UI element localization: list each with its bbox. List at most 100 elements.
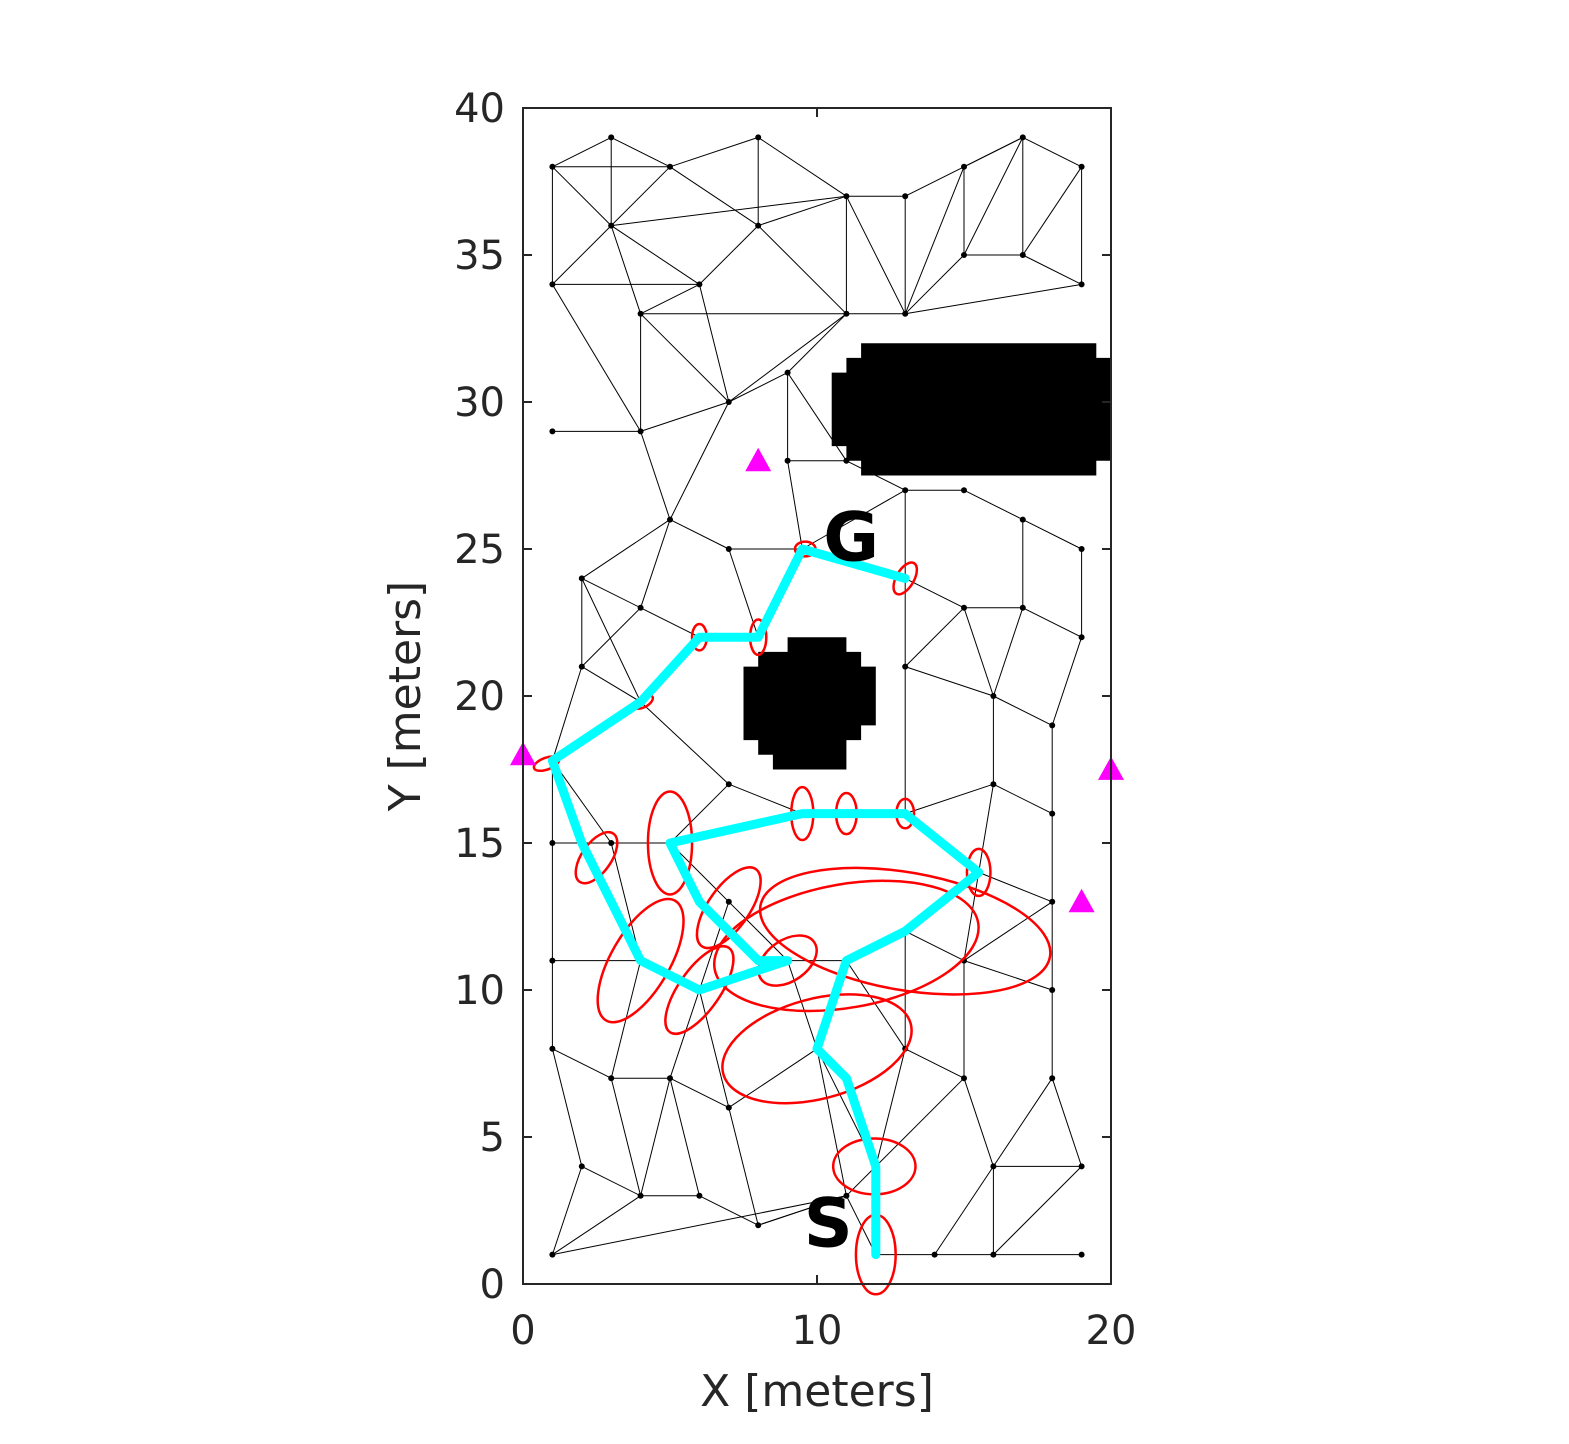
roadmap-edge — [640, 313, 730, 403]
roadmap-edge — [845, 960, 906, 1050]
roadmap-edge — [699, 225, 759, 285]
roadmap-edge — [728, 372, 788, 403]
roadmap-node — [1078, 163, 1085, 170]
roadmap-edge — [551, 1166, 583, 1255]
roadmap-node — [725, 399, 732, 405]
roadmap-edge — [963, 901, 1053, 962]
roadmap-node — [1019, 134, 1026, 141]
roadmap-edge — [669, 1078, 700, 1196]
roadmap-node — [725, 781, 732, 788]
roadmap-node — [843, 310, 850, 317]
roadmap-edge — [552, 225, 612, 285]
roadmap-edge — [802, 489, 906, 550]
roadmap-node — [990, 693, 997, 699]
roadmap-edges-layer — [551, 136, 1083, 1256]
roadmap-edge — [728, 1048, 818, 1109]
roadmap-edge — [640, 401, 729, 432]
roadmap-edge — [963, 136, 1024, 168]
roadmap-node — [608, 840, 615, 846]
roadmap-node — [961, 487, 967, 494]
roadmap-edge — [993, 783, 1053, 815]
covariance-ellipse — [757, 934, 818, 987]
roadmap-node — [843, 1192, 850, 1199]
roadmap-edge — [640, 519, 671, 608]
roadmap-node — [1019, 604, 1026, 611]
roadmap-node — [961, 163, 967, 170]
roadmap-edge — [728, 313, 847, 403]
roadmap-edge — [640, 701, 730, 785]
round-obstacle — [743, 637, 876, 770]
roadmap-edge — [581, 666, 641, 703]
covariance-ellipse — [695, 866, 762, 950]
planned-path — [547, 544, 984, 1260]
roadmap-node — [902, 663, 909, 670]
ticks-layer: 0 10 20 0 5 10 15 20 25 30 35 40 — [454, 86, 1136, 1354]
roadmap-node — [549, 957, 556, 964]
roadmap-node — [990, 781, 997, 788]
roadmap-edge — [610, 225, 700, 285]
roadmap-edge — [640, 431, 671, 520]
roadmap-node — [549, 840, 556, 846]
roadmap-node — [1078, 634, 1085, 641]
roadmap-edge — [963, 607, 994, 697]
roadmap-node — [1078, 1163, 1085, 1170]
planned-path-layer — [547, 544, 984, 1260]
roadmap-edge — [669, 136, 759, 168]
roadmap-node — [667, 163, 673, 170]
roadmap-edge — [993, 695, 1053, 726]
roadmap-node — [637, 1192, 644, 1199]
roadmap-node — [931, 1251, 938, 1258]
x-tick-label: 20 — [1086, 1308, 1137, 1354]
roadmap-node — [667, 516, 673, 523]
roadmap-edge — [904, 166, 965, 314]
y-tick-label: 25 — [454, 527, 505, 573]
roadmap-edge — [963, 960, 1053, 991]
y-tick-label: 0 — [480, 1262, 505, 1308]
roadmap-edge — [1022, 136, 1082, 168]
roadmap-node — [578, 575, 585, 582]
roadmap-node — [961, 604, 967, 611]
roadmap-edge — [552, 1048, 612, 1079]
roadmap-edge — [552, 1195, 641, 1256]
x-tick-label: 0 — [510, 1308, 535, 1354]
y-tick-label: 15 — [454, 821, 505, 867]
roadmap-edge — [787, 460, 803, 550]
roadmap-node — [961, 1075, 967, 1082]
roadmap-edge — [611, 195, 847, 227]
roadmap-node — [843, 193, 850, 200]
roadmap-node — [578, 1163, 585, 1170]
roadmap-edge — [787, 313, 847, 373]
roadmap-edge — [978, 784, 994, 873]
goal-marker-label: G — [823, 498, 879, 577]
roadmap-edge — [904, 607, 965, 667]
roadmap-edge — [669, 989, 700, 1079]
roadmap-edge — [640, 283, 700, 315]
roadmap-node — [696, 1192, 703, 1199]
roadmap-edge — [551, 666, 583, 761]
roadmap-node — [902, 487, 909, 494]
roadmap-edge — [904, 166, 965, 197]
roadmap-edge — [1051, 1078, 1083, 1167]
roadmap-edge — [581, 577, 641, 609]
roadmap-node — [902, 310, 909, 317]
roadmap-edge — [610, 1078, 642, 1196]
x-tick-label: 10 — [792, 1308, 843, 1354]
roadmap-edge — [963, 137, 1024, 256]
roadmap-node — [1049, 898, 1056, 905]
roadmap-node — [1078, 546, 1085, 552]
beacon-marker — [1068, 888, 1095, 913]
roadmap-node — [1049, 810, 1056, 817]
large-obstacle — [831, 343, 1111, 476]
roadmap-edge — [610, 225, 642, 314]
roadmap-node — [961, 252, 967, 258]
roadmap-edge — [640, 1078, 671, 1196]
roadmap-node — [1019, 516, 1026, 523]
roadmap-edge — [905, 783, 994, 815]
roadmap-node — [1078, 281, 1085, 288]
roadmap-edge — [963, 489, 1024, 521]
roadmap-edge — [787, 960, 818, 1049]
roadmap-node — [1019, 252, 1026, 258]
roadmap-edge — [758, 1195, 847, 1226]
roadmap-edge — [993, 1166, 1082, 1255]
roadmap-edge — [728, 783, 803, 815]
